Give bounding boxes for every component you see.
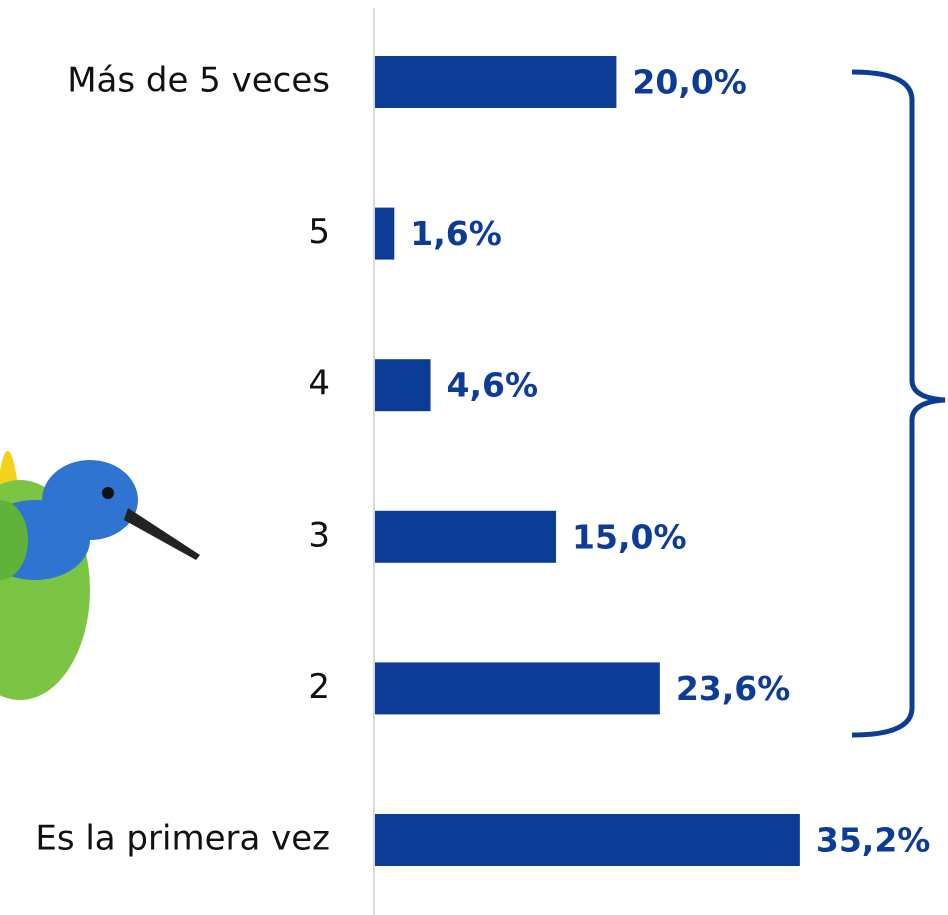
hummingbird — [0, 450, 200, 700]
bar — [375, 56, 617, 108]
bar — [375, 510, 557, 563]
value-label: 23,6% — [676, 669, 791, 708]
category-label: Es la primera vez — [35, 819, 330, 859]
bar — [375, 359, 431, 412]
category-label: Más de 5 veces — [67, 61, 330, 101]
value-label: 35,2% — [816, 821, 931, 860]
value-label: 4,6% — [447, 366, 539, 405]
value-label: 1,6% — [410, 214, 502, 253]
category-label: 4 — [308, 364, 330, 404]
value-label: 20,0% — [632, 63, 747, 102]
brace — [851, 69, 946, 738]
category-label: 5 — [308, 212, 330, 252]
bar — [375, 207, 395, 260]
category-label: 2 — [308, 667, 330, 707]
bar — [375, 814, 800, 866]
category-label: 3 — [308, 515, 330, 555]
bar — [375, 662, 660, 715]
value-label: 15,0% — [572, 517, 687, 556]
